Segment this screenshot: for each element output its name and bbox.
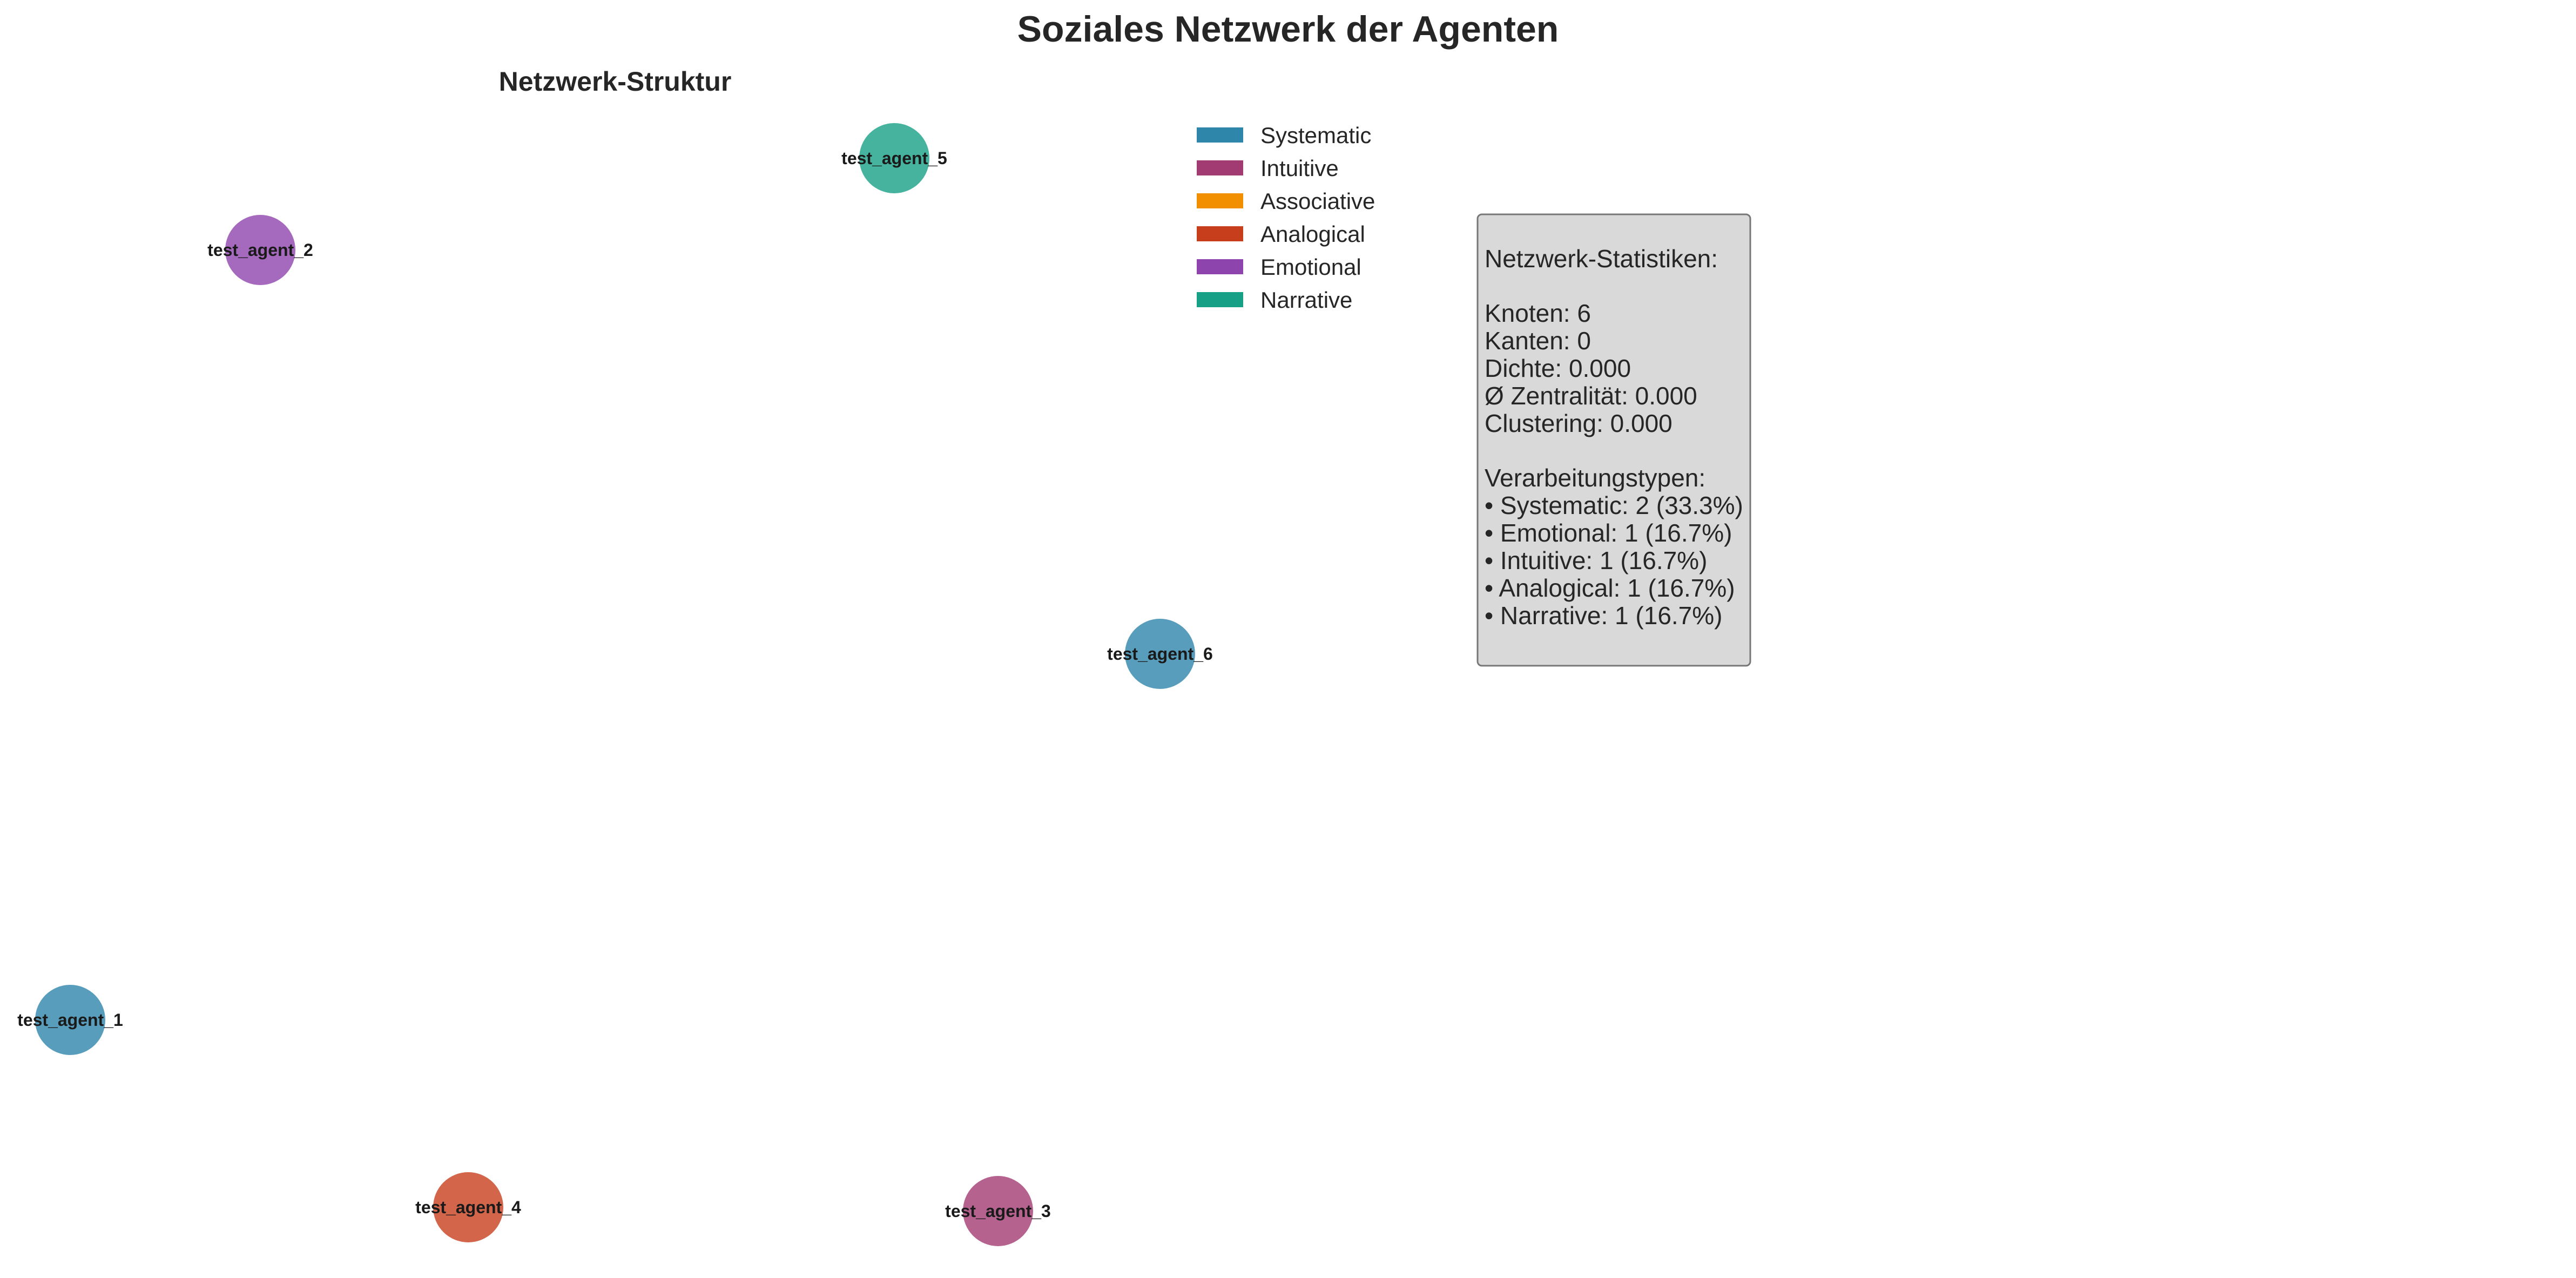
- legend-entry: Narrative: [1197, 287, 1352, 313]
- agent-node-label: test_agent_6: [1107, 644, 1213, 664]
- legend-label: Associative: [1260, 188, 1375, 214]
- legend-label: Analogical: [1260, 221, 1365, 247]
- legend-label: Narrative: [1260, 287, 1352, 313]
- agent-node-label: test_agent_2: [207, 240, 313, 260]
- stats-heading: Netzwerk-Statistiken:: [1485, 245, 1718, 273]
- legend-label: Intuitive: [1260, 155, 1339, 181]
- stats-metric: Clustering: 0.000: [1485, 409, 1673, 437]
- agent-node: test_agent_4: [415, 1172, 521, 1242]
- legend-swatch: [1197, 292, 1243, 307]
- agent-node: test_agent_6: [1107, 619, 1213, 689]
- stats-types-heading: Verarbeitungstypen:: [1485, 464, 1705, 492]
- agent-node: test_agent_3: [945, 1176, 1051, 1246]
- agent-node-circle: [225, 215, 295, 285]
- legend-entry: Analogical: [1197, 221, 1365, 247]
- nodes-layer: test_agent_1 test_agent_2 test_agent_3 test…: [17, 123, 1213, 1246]
- figure-title: Soziales Netzwerk der Agenten: [1017, 9, 1559, 50]
- agent-node: test_agent_1: [17, 985, 123, 1055]
- legend-swatch: [1197, 226, 1243, 241]
- stats-type-item: • Emotional: 1 (16.7%): [1485, 519, 1732, 547]
- stats-type-item: • Narrative: 1 (16.7%): [1485, 601, 1722, 630]
- legend-label: Systematic: [1260, 123, 1371, 148]
- legend-entry: Emotional: [1197, 254, 1361, 280]
- stats-metric: Ø Zentralität: 0.000: [1485, 382, 1697, 410]
- stats-metric: Dichte: 0.000: [1485, 354, 1631, 382]
- stats-metric: Kanten: 0: [1485, 327, 1591, 355]
- agent-node-label: test_agent_3: [945, 1201, 1051, 1221]
- agent-node-label: test_agent_1: [17, 1010, 123, 1030]
- legend-swatch: [1197, 193, 1243, 208]
- network-subtitle: Netzwerk-Struktur: [499, 66, 732, 97]
- stats-type-item: • Intuitive: 1 (16.7%): [1485, 546, 1707, 574]
- legend-swatch: [1197, 160, 1243, 175]
- legend-entry: Intuitive: [1197, 155, 1339, 181]
- legend-label: Emotional: [1260, 254, 1361, 280]
- stats-type-item: • Analogical: 1 (16.7%): [1485, 574, 1735, 602]
- agent-node-circle: [859, 123, 929, 193]
- stats-type-item: • Systematic: 2 (33.3%): [1485, 491, 1743, 519]
- legend-swatch: [1197, 127, 1243, 143]
- agent-node-circle: [35, 985, 105, 1055]
- legend-swatch: [1197, 259, 1243, 274]
- agent-node: test_agent_5: [841, 123, 947, 193]
- agent-node-circle: [963, 1176, 1033, 1246]
- agent-node-circle: [433, 1172, 503, 1242]
- agent-node-label: test_agent_5: [841, 148, 947, 168]
- network-stats-box: Netzwerk-Statistiken: Knoten: 6 Kanten: …: [1476, 213, 1751, 667]
- legend: Systematic Intuitive Associative Analogical…: [1197, 123, 1375, 313]
- stats-metric: Knoten: 6: [1485, 299, 1591, 327]
- agent-node-label: test_agent_4: [415, 1198, 521, 1217]
- legend-entry: Systematic: [1197, 123, 1371, 148]
- agent-node: test_agent_2: [207, 215, 313, 285]
- legend-entry: Associative: [1197, 188, 1375, 214]
- agent-node-circle: [1125, 619, 1195, 689]
- stats-box-background: [1476, 213, 1751, 667]
